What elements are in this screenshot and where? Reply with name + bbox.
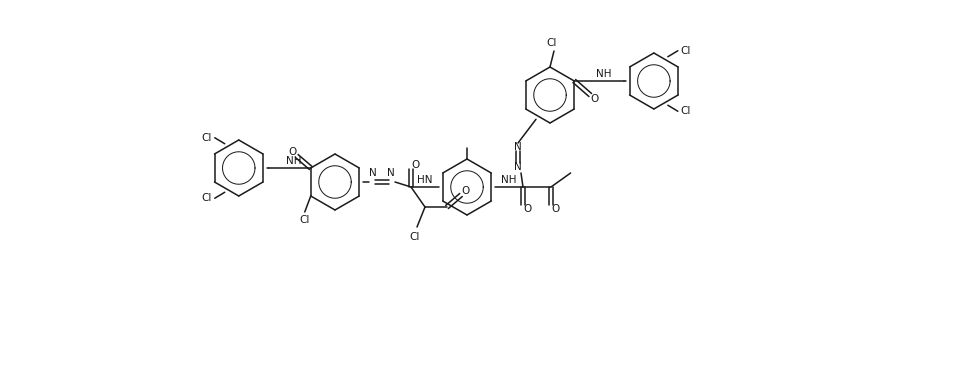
Text: O: O <box>411 160 420 170</box>
Text: O: O <box>551 204 560 214</box>
Text: N: N <box>514 142 522 152</box>
Text: Cl: Cl <box>201 193 212 203</box>
Text: N: N <box>369 168 377 178</box>
Text: Cl: Cl <box>299 215 310 225</box>
Text: NH: NH <box>286 156 302 166</box>
Text: Cl: Cl <box>681 106 691 116</box>
Text: NH: NH <box>596 69 612 79</box>
Text: N: N <box>387 168 395 178</box>
Text: O: O <box>590 94 598 104</box>
Text: O: O <box>461 186 469 196</box>
Text: Cl: Cl <box>547 38 557 48</box>
Text: Cl: Cl <box>201 133 212 143</box>
Text: Cl: Cl <box>681 46 691 56</box>
Text: Cl: Cl <box>409 232 420 242</box>
Text: HN: HN <box>417 175 433 185</box>
Text: O: O <box>289 147 297 157</box>
Text: N: N <box>514 162 522 172</box>
Text: O: O <box>524 204 532 214</box>
Text: NH: NH <box>502 175 517 185</box>
